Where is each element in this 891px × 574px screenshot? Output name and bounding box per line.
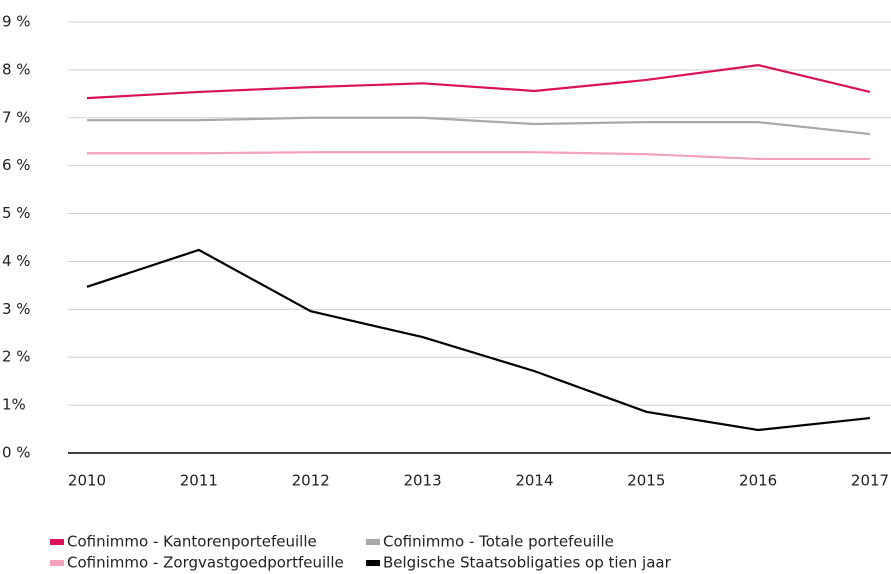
series-line <box>87 116 871 136</box>
y-tick-label: 0 % <box>2 444 31 462</box>
legend-swatch <box>50 539 64 545</box>
y-tick-label: 7 % <box>2 108 31 126</box>
series-line <box>86 248 871 432</box>
x-tick-label: 2017 <box>851 472 889 490</box>
legend-swatch <box>50 560 64 566</box>
x-tick-label: 2012 <box>292 472 330 490</box>
y-tick-label: 5 % <box>2 204 31 222</box>
x-tick-label: 2011 <box>180 472 218 490</box>
y-tick-label: 1% <box>2 396 26 414</box>
y-tick-label: 8 % <box>2 60 31 78</box>
x-tick-label: 2010 <box>68 472 106 490</box>
legend-label: Cofinimmo - Zorgvastgoedportfeuille <box>67 554 344 572</box>
x-tick-label: 2016 <box>739 472 777 490</box>
series-line <box>87 151 870 161</box>
x-tick-label: 2015 <box>627 472 665 490</box>
y-tick-label: 2 % <box>2 348 31 366</box>
legend-label: Cofinimmo - Kantorenportefeuille <box>67 533 317 551</box>
y-tick-label: 3 % <box>2 300 31 318</box>
legend-label: Belgische Staatsobligaties op tien jaar <box>383 554 672 572</box>
legend-label: Cofinimmo - Totale portefeuille <box>383 533 614 551</box>
legend-swatch <box>366 560 380 566</box>
x-tick-label: 2014 <box>515 472 553 490</box>
y-tick-label: 6 % <box>2 156 31 174</box>
x-tick-label: 2013 <box>403 472 441 490</box>
y-tick-label: 9 % <box>2 13 31 31</box>
legend-swatch <box>366 539 380 545</box>
series-line <box>86 63 871 100</box>
y-tick-label: 4 % <box>2 252 31 270</box>
